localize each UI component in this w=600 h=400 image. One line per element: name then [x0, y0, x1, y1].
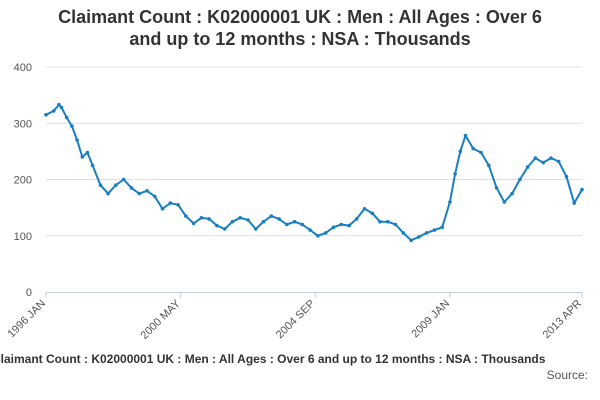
- data-point: [458, 149, 463, 154]
- data-point: [409, 238, 413, 243]
- data-point: [269, 214, 274, 218]
- data-point: [90, 163, 95, 168]
- data-point: [362, 207, 367, 211]
- data-point: [354, 217, 359, 221]
- data-point: [253, 227, 258, 231]
- footer-caption-text: Claimant Count : K02000001 UK : Men : Al…: [0, 352, 546, 366]
- data-point: [75, 138, 79, 142]
- data-point: [386, 219, 390, 224]
- data-point: [137, 191, 141, 196]
- data-point: [64, 115, 69, 120]
- data-point: [114, 183, 118, 187]
- data-point: [199, 216, 204, 220]
- footer-caption: Claimant Count : K02000001 UK : Men : Al…: [0, 350, 600, 370]
- data-point: [564, 174, 569, 179]
- data-point: [222, 227, 227, 231]
- data-point: [533, 156, 538, 160]
- data-point: [494, 186, 499, 190]
- data-point: [347, 223, 351, 228]
- y-tick-label: 100: [14, 231, 32, 243]
- data-point: [70, 124, 74, 128]
- data-point: [556, 159, 561, 164]
- data-point: [285, 222, 289, 227]
- data-point: [215, 223, 219, 228]
- data-point: [59, 105, 64, 110]
- data-point: [471, 146, 476, 151]
- data-point: [393, 222, 398, 227]
- data-point: [424, 231, 429, 235]
- data-point: [432, 228, 437, 232]
- data-point: [370, 211, 375, 216]
- data-point: [378, 219, 382, 224]
- source-label: Source:: [546, 368, 588, 382]
- data-point: [292, 219, 297, 224]
- data-point: [44, 113, 48, 117]
- data-point: [129, 186, 134, 190]
- x-tick-label: 1996 JAN: [5, 298, 48, 341]
- data-point: [572, 201, 576, 205]
- data-point: [246, 218, 250, 222]
- data-point: [160, 207, 165, 211]
- data-point: [316, 234, 320, 238]
- data-point: [417, 235, 421, 239]
- x-tick-label: 2004 SEP: [274, 298, 318, 342]
- data-point: [85, 150, 90, 155]
- chart-title-line-2: and up to 12 months : NSA : Thousands: [129, 29, 471, 49]
- data-point: [98, 183, 103, 187]
- data-point: [121, 177, 126, 182]
- data-point: [57, 102, 61, 107]
- data-point: [541, 160, 545, 165]
- data-point: [145, 189, 149, 193]
- data-point: [106, 191, 110, 196]
- data-point: [207, 217, 211, 221]
- data-point: [463, 133, 468, 138]
- data-point: [525, 165, 530, 169]
- data-point: [401, 231, 406, 235]
- data-point: [549, 156, 553, 160]
- data-point: [308, 228, 312, 232]
- data-point: [52, 109, 56, 113]
- data-point: [580, 187, 584, 192]
- data-point: [277, 217, 281, 221]
- data-point: [448, 200, 452, 204]
- x-tick-label: 2013 APR: [541, 298, 585, 342]
- data-point: [238, 216, 242, 220]
- data-point: [440, 225, 445, 230]
- data-point: [153, 194, 157, 199]
- data-point: [479, 150, 483, 155]
- data-point: [191, 221, 196, 226]
- data-point: [502, 200, 507, 204]
- data-point: [184, 214, 188, 218]
- data-point: [230, 219, 235, 224]
- data-point: [176, 203, 180, 207]
- y-tick-label: 0: [26, 287, 32, 299]
- data-point: [300, 222, 305, 227]
- series-line: [45, 103, 583, 242]
- y-tick-label: 400: [14, 62, 32, 74]
- data-point: [339, 222, 344, 227]
- y-tick-label: 300: [14, 118, 32, 130]
- x-tick-label: 2009 JAN: [409, 298, 452, 341]
- data-point: [168, 201, 173, 205]
- data-point: [80, 155, 85, 159]
- chart-title: Claimant Count : K02000001 UK : Men : Al…: [0, 6, 600, 50]
- data-point: [510, 191, 514, 196]
- data-point: [487, 163, 491, 168]
- x-tick-label: 2000 MAY: [139, 297, 184, 342]
- data-point: [518, 177, 522, 182]
- data-point: [323, 231, 328, 235]
- data-point: [261, 219, 266, 224]
- data-point: [453, 172, 457, 176]
- data-point: [331, 225, 336, 230]
- chart-title-line-1: Claimant Count : K02000001 UK : Men : Al…: [58, 7, 542, 27]
- y-tick-label: 200: [14, 175, 32, 187]
